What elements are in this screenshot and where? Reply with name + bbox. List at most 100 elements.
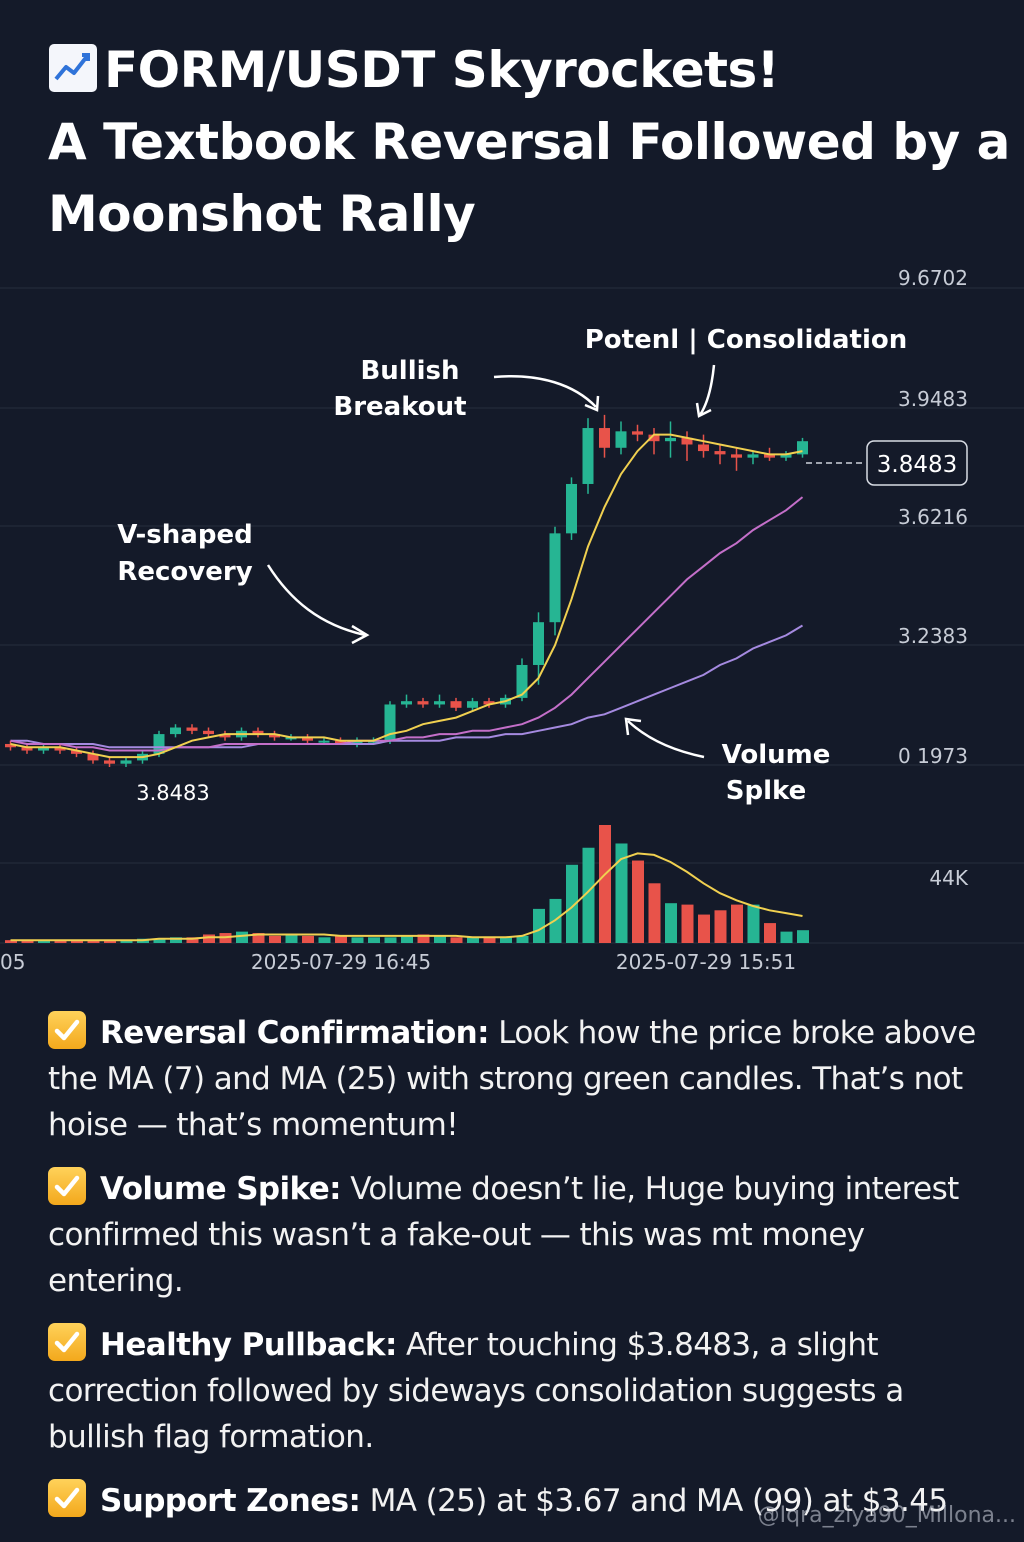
volume-bar: [38, 940, 50, 943]
candle-body: [797, 441, 808, 455]
headline: FORM/USDT Skyrockets! A Textbook Reversa…: [48, 34, 1010, 250]
candle-body: [648, 434, 660, 442]
volume-bar: [269, 935, 281, 943]
volume-bar: [302, 935, 314, 943]
candle-body: [698, 444, 709, 452]
current-price-box: [866, 440, 968, 486]
candle-body: [54, 747, 66, 751]
volume-bar: [450, 937, 463, 943]
x-tick-label: 05: [0, 950, 25, 974]
candle-body: [582, 428, 594, 484]
volume-bar: [780, 931, 793, 943]
candle-body: [632, 431, 643, 435]
watermark: @Iqra_ziya90_Millona...: [757, 1503, 1016, 1528]
volume-bar: [236, 931, 248, 943]
candle-body: [665, 437, 676, 442]
volume-bar: [252, 933, 265, 943]
candle-body: [483, 701, 495, 705]
candle-body: [434, 701, 445, 705]
price-axis-label: 3.2383: [898, 624, 968, 648]
volume-bar: [401, 935, 413, 943]
volume-bar: [764, 923, 776, 943]
candle-body: [269, 734, 280, 738]
candle-body: [566, 483, 577, 534]
volume-bar: [714, 910, 727, 943]
annotation-v-recovery-1: V-shaped: [117, 520, 252, 550]
check-mark-icon: [48, 1011, 86, 1049]
arrowhead-volume-spike: [624, 717, 642, 736]
candle-body: [780, 454, 792, 458]
arrow-volume-spike: [627, 720, 705, 759]
low-marker-label: 3.8483: [136, 781, 209, 805]
bullet-pullback: Healthy Pullback: After touching $3.8483…: [48, 1322, 988, 1460]
volume-bar: [566, 864, 578, 943]
volume-ma-line: [10, 852, 803, 942]
volume-bar: [615, 843, 628, 943]
candle-body: [170, 727, 181, 735]
ma25-line: [10, 496, 804, 752]
volume-bar: [417, 934, 430, 943]
volume-bar: [21, 940, 34, 943]
bullet-support: Support Zones: MA (25) at $3.67 and MA (…: [48, 1478, 988, 1524]
volume-bar: [5, 940, 17, 943]
candle-body: [203, 730, 214, 735]
volume-bar: [318, 937, 331, 943]
volume-bar: [483, 937, 496, 943]
volume-axis-label: 44K: [929, 866, 968, 890]
annotation-volume-spike-2: Splke: [726, 776, 806, 806]
volume-bar: [533, 908, 545, 943]
volume-bar: [104, 940, 116, 943]
volume-bar: [599, 825, 611, 943]
bullet-list: Reversal Confirmation: Look how the pric…: [48, 1010, 988, 1542]
volume-bar: [500, 937, 512, 943]
headline-line-2: A Textbook Reversal Followed by a: [48, 113, 1010, 171]
headline-text-1: FORM/USDT Skyrockets!: [104, 41, 780, 99]
bullet-heading: Reversal Confirmation:: [100, 1015, 490, 1051]
arrow-breakout: [493, 375, 597, 408]
arrowhead-breakout: [584, 395, 600, 412]
candle-body: [549, 533, 561, 623]
candle-body: [87, 753, 99, 761]
candle-body: [599, 428, 610, 448]
candle-body: [714, 451, 726, 455]
volume-bar: [747, 904, 760, 943]
ma7-line: [10, 433, 803, 759]
volume-bar: [516, 935, 529, 943]
bullet-reversal: Reversal Confirmation: Look how the pric…: [48, 1010, 988, 1148]
candle-body: [450, 701, 462, 708]
volume-bar: [797, 930, 809, 943]
volume-bar: [120, 940, 133, 943]
candle-body: [764, 454, 775, 458]
volume-bar: [731, 904, 743, 943]
candle-body: [401, 701, 412, 705]
volume-bar: [335, 935, 347, 943]
arrow-consolidation: [698, 364, 716, 416]
volume-bar: [698, 914, 710, 943]
x-tick-label: 2025-07-29 15:51: [616, 950, 796, 974]
bullet-text: Volume doesn’t lie, Huge buying interest…: [48, 1171, 959, 1299]
volume-bar: [153, 938, 166, 943]
annotation-v-recovery-2: Recovery: [117, 557, 252, 587]
volume-bar: [87, 940, 100, 943]
bullet-heading: Healthy Pullback:: [100, 1327, 397, 1363]
volume-bar: [648, 883, 661, 943]
volume-bar: [467, 937, 479, 943]
candlestick-chart: 9.6702 3.9483 3.6216 3.2383 0 1973 44K 05 2025-…: [0, 266, 1024, 974]
volume-bar: [665, 903, 677, 943]
volume-bar: [186, 937, 199, 943]
candle-body: [21, 747, 33, 751]
annotation-breakout-1: Bullish: [360, 356, 459, 386]
check-mark-icon: [48, 1479, 86, 1517]
current-price-label: 3.8483: [877, 452, 957, 478]
check-mark-icon: [48, 1323, 86, 1361]
bullet-text: MA (25) at $3.67 and MA (99) at $3.45: [369, 1483, 949, 1519]
candle-body: [516, 664, 528, 698]
arrowhead-v-recovery: [351, 624, 370, 645]
candle-body: [252, 730, 264, 735]
volume-bar: [368, 937, 380, 943]
price-axis-label: 0 1973: [898, 744, 968, 768]
candle-body: [384, 704, 396, 741]
candle-body: [681, 437, 693, 445]
volume-bar: [170, 937, 182, 943]
candle-body: [467, 701, 478, 708]
